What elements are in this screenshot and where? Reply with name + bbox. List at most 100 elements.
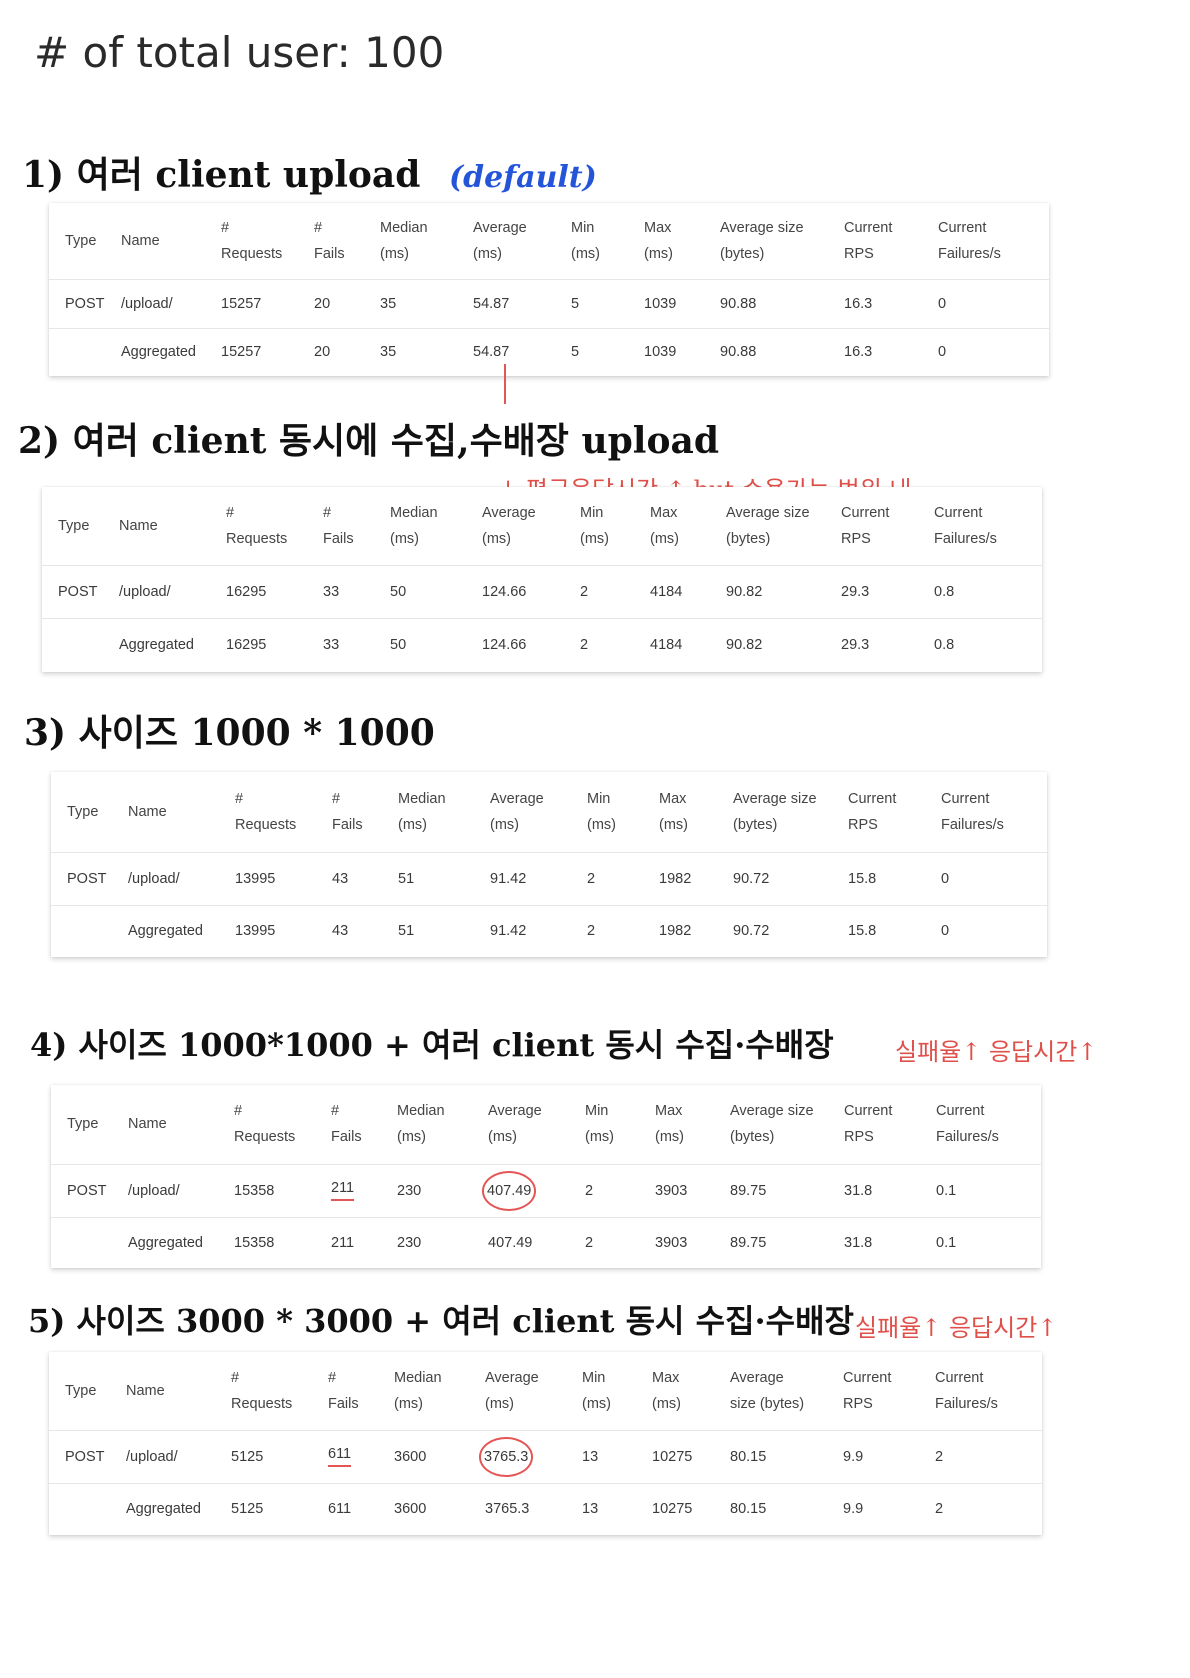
col-fails: # Fails — [323, 504, 354, 547]
section-4-note: 실패율↑ 응답시간↑ — [895, 1038, 1098, 1066]
cell: 20 — [308, 278, 374, 328]
col-average-size: Average size (bytes) — [720, 219, 804, 262]
cell: 10275 — [646, 1482, 724, 1535]
col-average: Average (ms) — [488, 1103, 542, 1146]
table-row-aggregated: Aggregated 5125 611 3600 3765.3 13 10275… — [49, 1482, 1042, 1535]
stats-table: Type Name # Requests # Fails Median (ms) Av… — [42, 487, 1042, 671]
cell: 230 — [391, 1216, 482, 1268]
cell: 33 — [317, 564, 384, 618]
stats-table-4: Type Name # Requests # Fails Median (ms) Av… — [51, 1085, 1041, 1268]
cell: 13995 — [229, 904, 326, 957]
cell: 20 — [308, 327, 374, 376]
cell: 43 — [326, 904, 392, 957]
col-min: Min (ms) — [587, 790, 616, 833]
cell: 211 — [325, 1163, 391, 1217]
cell — [51, 1216, 122, 1268]
col-fails: # Fails — [332, 790, 363, 833]
cell: POST — [49, 1429, 120, 1483]
col-name: Name — [119, 517, 158, 534]
col-average-size: Average size (bytes) — [730, 1103, 814, 1146]
cell: 3600 — [388, 1429, 479, 1483]
section-2-heading: 2) 여러 client 동시에 수집,수배장 upload — [18, 420, 719, 462]
col-type: Type — [65, 1382, 97, 1399]
table-row: POST /upload/ 15358 211 230 407.49 2 390… — [51, 1163, 1041, 1217]
cell — [42, 617, 113, 671]
stats-table-5: Type Name # Requests # Fails Median (ms) Av… — [49, 1352, 1042, 1535]
cell: 50 — [384, 617, 476, 671]
col-average-size: Average size (bytes) — [726, 504, 810, 547]
average-highlight: 3765.3 — [479, 1436, 534, 1477]
section-1-heading-text: 1) 여러 client upload — [22, 154, 421, 196]
col-min: Min (ms) — [585, 1103, 614, 1146]
cell: 13 — [576, 1482, 646, 1535]
stats-table: Type Name # Requests # Fails Median (ms) Av… — [51, 772, 1047, 957]
cell: 2 — [574, 617, 644, 671]
col-average-size: Average size (bytes) — [733, 790, 817, 833]
col-average: Average (ms) — [482, 504, 536, 547]
cell: 50 — [384, 564, 476, 618]
cell: 0 — [935, 904, 1047, 957]
section-5-note: 실패율↑ 응답시간↑ — [855, 1314, 1058, 1342]
cell: /upload/ — [115, 278, 215, 328]
col-current-rps: Current RPS — [841, 504, 890, 547]
cell: 1982 — [653, 904, 727, 957]
col-average: Average (ms) — [473, 219, 527, 262]
table-row: POST /upload/ 5125 611 3600 3765.3 13 10… — [49, 1429, 1042, 1483]
cell: 0 — [935, 851, 1047, 905]
section-4-heading: 4) 사이즈 1000*1000 + 여러 client 동시 수집·수배장 — [30, 1026, 834, 1064]
cell: 16295 — [220, 564, 317, 618]
cell: POST — [51, 851, 122, 905]
cell: 611 — [322, 1429, 388, 1483]
table-row-aggregated: Aggregated 15257 20 35 54.87 5 1039 90.8… — [49, 327, 1049, 376]
col-current-failures: Current Failures/s — [941, 790, 1004, 833]
cell: 16.3 — [838, 327, 932, 376]
cell: 3903 — [649, 1216, 724, 1268]
cell: 15358 — [228, 1216, 325, 1268]
cell: 31.8 — [838, 1216, 930, 1268]
cell: 1982 — [653, 851, 727, 905]
cell: 89.75 — [724, 1216, 838, 1268]
cell: 90.88 — [714, 278, 838, 328]
col-average: Average (ms) — [485, 1369, 539, 1412]
table-header-row: Type Name # Requests # Fails Median (ms) Av… — [51, 1085, 1041, 1164]
cell: 5 — [565, 278, 638, 328]
col-fails: # Fails — [331, 1103, 362, 1146]
table-row: POST /upload/ 13995 43 51 91.42 2 1982 9… — [51, 851, 1047, 905]
cell — [49, 1482, 120, 1535]
cell: /upload/ — [120, 1429, 225, 1483]
stats-table: Type Name # Requests # Fails Median (ms) Av… — [49, 203, 1049, 376]
cell: 90.72 — [727, 851, 842, 905]
cell: 15.8 — [842, 904, 935, 957]
table-header-row: Type Name # Requests # Fails Median (ms) Av… — [49, 203, 1049, 279]
table-header-row: Type Name # Requests # Fails Median (ms) Av… — [51, 772, 1047, 852]
cell: 2 — [929, 1429, 1042, 1483]
col-type: Type — [58, 517, 90, 534]
cell: 90.82 — [720, 564, 835, 618]
cell: 0.1 — [930, 1163, 1041, 1217]
col-min: Min (ms) — [571, 219, 600, 262]
cell: Aggregated — [122, 904, 229, 957]
col-type: Type — [65, 232, 97, 249]
col-median: Median (ms) — [390, 504, 438, 547]
cell: 230 — [391, 1163, 482, 1217]
cell: 2 — [579, 1216, 649, 1268]
cell: 43 — [326, 851, 392, 905]
cell: 80.15 — [724, 1429, 837, 1483]
cell: Aggregated — [115, 327, 215, 376]
cell: Aggregated — [120, 1482, 225, 1535]
cell: 1039 — [638, 327, 714, 376]
cell: 35 — [374, 327, 467, 376]
col-current-failures: Current Failures/s — [935, 1369, 998, 1412]
col-median: Median (ms) — [380, 219, 428, 262]
col-type: Type — [67, 1116, 99, 1133]
col-name: Name — [121, 232, 160, 249]
cell: 9.9 — [837, 1429, 929, 1483]
stats-table-1: Type Name # Requests # Fails Median (ms) Av… — [49, 203, 1049, 376]
cell: 31.8 — [838, 1163, 930, 1217]
section-1-heading: 1) 여러 client upload (default) — [22, 146, 597, 198]
cell: 54.87 — [467, 278, 565, 328]
cell: 2 — [579, 1163, 649, 1217]
cell: 3765.3 — [479, 1429, 576, 1483]
section-3-heading: 3) 사이즈 1000 * 1000 — [24, 712, 435, 754]
cell: 51 — [392, 904, 484, 957]
